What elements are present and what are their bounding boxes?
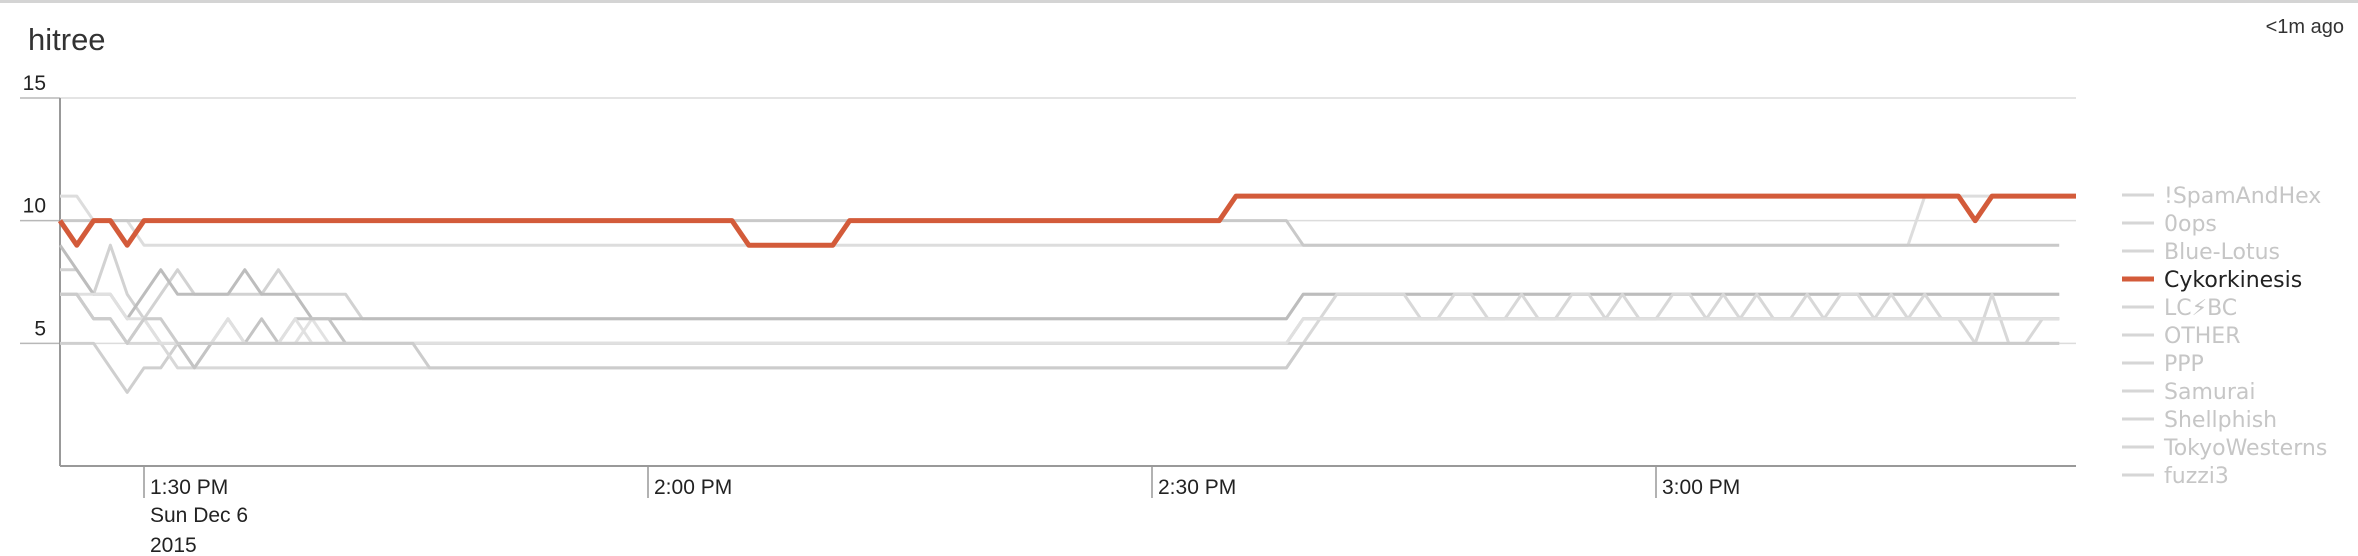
legend-label[interactable]: Samurai — [2164, 380, 2255, 405]
series-line[interactable] — [60, 292, 2060, 370]
x-tick-label: 1:30 PM — [150, 476, 228, 499]
legend-item[interactable]: Samurai — [2122, 380, 2255, 405]
legend-label[interactable]: TokyoWesterns — [2163, 436, 2327, 461]
top-border — [0, 0, 2358, 3]
legend-label[interactable]: PPP — [2164, 352, 2204, 377]
series-line[interactable] — [60, 219, 2060, 247]
legend-label[interactable]: Shellphish — [2164, 408, 2277, 433]
x-tick-label: 2:30 PM — [1158, 476, 1236, 499]
legend[interactable]: !SpamAndHex 0ops Blue-Lotus Cykorkinesis LC⚡… — [2122, 184, 2327, 489]
legend-label[interactable]: !SpamAndHex — [2164, 184, 2321, 209]
legend-item[interactable]: Cykorkinesis — [2122, 268, 2302, 293]
legend-label[interactable]: fuzzi3 — [2164, 464, 2229, 489]
y-tick-label: 10 — [23, 195, 46, 218]
series-line[interactable] — [60, 292, 2060, 370]
legend-item[interactable]: Shellphish — [2122, 408, 2277, 433]
legend-label[interactable]: Blue-Lotus — [2164, 240, 2280, 265]
panel-title: hitree — [28, 22, 106, 57]
legend-item[interactable]: !SpamAndHex — [2122, 184, 2321, 209]
updated-timestamp: <1m ago — [2265, 16, 2344, 38]
legend-item[interactable]: TokyoWesterns — [2122, 436, 2327, 461]
x-date-label: 2015 — [150, 534, 197, 556]
legend-item[interactable]: PPP — [2122, 352, 2204, 377]
x-tick-label: 2:00 PM — [654, 476, 732, 499]
chart-axes — [59, 98, 2076, 467]
series-line[interactable] — [60, 292, 2060, 370]
y-tick-label: 5 — [34, 317, 46, 340]
legend-item[interactable]: LC⚡BC — [2122, 296, 2237, 321]
y-tick-label: 15 — [23, 72, 46, 95]
series-line[interactable] — [60, 243, 2060, 321]
legend-item[interactable]: OTHER — [2122, 324, 2240, 349]
x-date-label: Sun Dec 6 — [150, 504, 248, 527]
x-tick-label: 3:00 PM — [1662, 476, 1740, 499]
legend-item[interactable]: fuzzi3 — [2122, 464, 2229, 489]
legend-label[interactable]: OTHER — [2164, 324, 2240, 349]
series-line[interactable] — [58, 244, 2060, 321]
x-ticks: 1:30 PM 2:00 PM 2:30 PM 3:00 PM Sun Dec 6 201… — [143, 466, 1740, 556]
series-lines — [57, 193, 2076, 394]
legend-label[interactable]: 0ops — [2164, 212, 2217, 237]
series-line[interactable] — [57, 193, 2076, 248]
legend-label[interactable]: Cykorkinesis — [2164, 268, 2302, 293]
legend-label[interactable]: LC⚡BC — [2164, 296, 2237, 321]
legend-item[interactable]: 0ops — [2122, 212, 2217, 237]
y-tick-labels: 5 10 15 — [23, 72, 46, 340]
legend-item[interactable]: Blue-Lotus — [2122, 240, 2280, 265]
